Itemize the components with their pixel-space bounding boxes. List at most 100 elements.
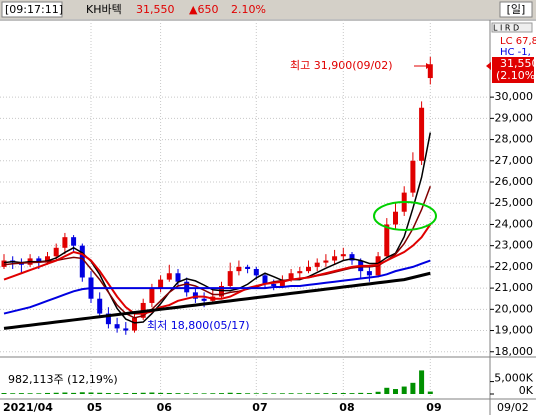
- candle-body: [410, 160, 416, 193]
- volume-bar: [201, 393, 207, 394]
- volume-bar: [358, 392, 364, 394]
- candle-body: [166, 273, 172, 280]
- y-tick-label: 28,000: [495, 133, 534, 146]
- highlight-ellipse: [373, 201, 437, 231]
- candle-body: [227, 271, 233, 286]
- volume-bar: [140, 392, 146, 394]
- y-tick-label: 23,000: [495, 239, 534, 252]
- candle-body: [192, 292, 198, 299]
- volume-bar: [62, 392, 68, 394]
- price-box: [492, 57, 534, 83]
- candle-body: [245, 266, 251, 270]
- volume-bar: [97, 392, 103, 394]
- volume-bar: [53, 392, 59, 394]
- last-date: 09/02: [497, 401, 529, 414]
- candle-body: [253, 269, 259, 276]
- candle-body: [71, 237, 77, 246]
- volume-bar: [184, 393, 190, 394]
- volume-bar: [18, 393, 24, 394]
- volume-bar: [262, 393, 268, 394]
- low-annotation: 최저 18,800(05/17): [147, 319, 250, 332]
- indicator-label: LC 67,8: [500, 36, 536, 47]
- candle-body: [314, 262, 320, 267]
- candle-body: [149, 288, 155, 303]
- candle-body: [427, 64, 433, 79]
- volume-bar: [410, 382, 416, 394]
- volume-bar: [166, 393, 172, 394]
- volume-bar: [384, 387, 390, 394]
- volume-bar: [227, 392, 233, 394]
- x-tick-label: 05: [87, 401, 102, 414]
- candle-body: [158, 279, 164, 289]
- price-box-text: 31,550: [500, 57, 536, 70]
- volume-bar: [366, 393, 372, 394]
- rate-box-text: (2.10%): [496, 69, 536, 82]
- volume-bar: [149, 392, 155, 394]
- indicator-label: HC -1,: [500, 47, 531, 58]
- rate: 2.10%: [231, 3, 266, 16]
- volume-bar: [192, 393, 198, 394]
- time-box: [1, 1, 63, 18]
- volume-tick-label: 5,000K: [494, 372, 533, 385]
- toolbar[interactable]: [491, 22, 533, 33]
- y-tick-label: 30,000: [495, 90, 534, 103]
- volume-bar: [349, 393, 355, 394]
- stock-name: KH바텍: [86, 3, 122, 16]
- volume-bar: [427, 391, 433, 394]
- indicator-buttons: L I R D: [491, 22, 533, 33]
- volume-bar: [219, 393, 224, 394]
- time: [09:17:11]: [5, 3, 63, 16]
- x-tick-label: 09: [426, 401, 441, 414]
- candle-body: [332, 256, 338, 261]
- volume-bar: [332, 393, 338, 394]
- volume-bar: [10, 393, 16, 394]
- moving-average-line: [3, 223, 432, 315]
- candle-body: [105, 313, 111, 325]
- candle-body: [288, 273, 294, 280]
- volume-bar: [375, 391, 381, 394]
- volume-bar: [79, 392, 85, 394]
- x-tick-label: 08: [339, 401, 354, 414]
- volume-bar: [253, 393, 259, 394]
- volume-bar: [27, 393, 33, 394]
- volume-bar: [105, 393, 111, 394]
- candle-body: [323, 260, 329, 263]
- candle-body: [36, 258, 42, 263]
- volume-bar: [271, 393, 277, 394]
- candle-body: [45, 256, 50, 263]
- moving-average-line: [3, 271, 431, 330]
- volume-bar: [210, 393, 216, 394]
- candle-body: [62, 237, 68, 248]
- volume-bar: [297, 393, 303, 394]
- volume-bar: [123, 393, 129, 394]
- volume-bar: [45, 392, 50, 394]
- change: ▲650: [189, 3, 218, 16]
- x-tick-label: 2021/04: [3, 401, 53, 414]
- candle-body: [175, 273, 181, 282]
- period[interactable]: [일]: [507, 2, 526, 16]
- volume-bar: [314, 393, 320, 394]
- y-tick-label: 19,000: [495, 324, 534, 337]
- candle-body: [114, 324, 120, 329]
- moving-average-line: [3, 185, 432, 319]
- volume-bar: [1, 393, 7, 394]
- y-tick-label: 18,000: [495, 345, 534, 358]
- candle-body: [97, 298, 103, 314]
- volume-bar: [132, 392, 137, 394]
- header-bar: [0, 0, 536, 19]
- y-tick-label: 20,000: [495, 302, 534, 315]
- price-pointer: [486, 62, 491, 70]
- period-button[interactable]: [499, 1, 533, 18]
- candle-body: [366, 271, 372, 276]
- y-tick-label: 24,000: [495, 217, 534, 230]
- candle-body: [132, 317, 137, 331]
- candle-body: [279, 279, 285, 286]
- candle-body: [384, 224, 390, 257]
- volume-bar: [175, 393, 181, 394]
- candle-body: [262, 275, 268, 284]
- volume-bar: [279, 393, 285, 394]
- high-annotation: 최고 31,900(09/02): [290, 59, 393, 72]
- candle-body: [79, 245, 85, 278]
- moving-average-line: [3, 259, 431, 315]
